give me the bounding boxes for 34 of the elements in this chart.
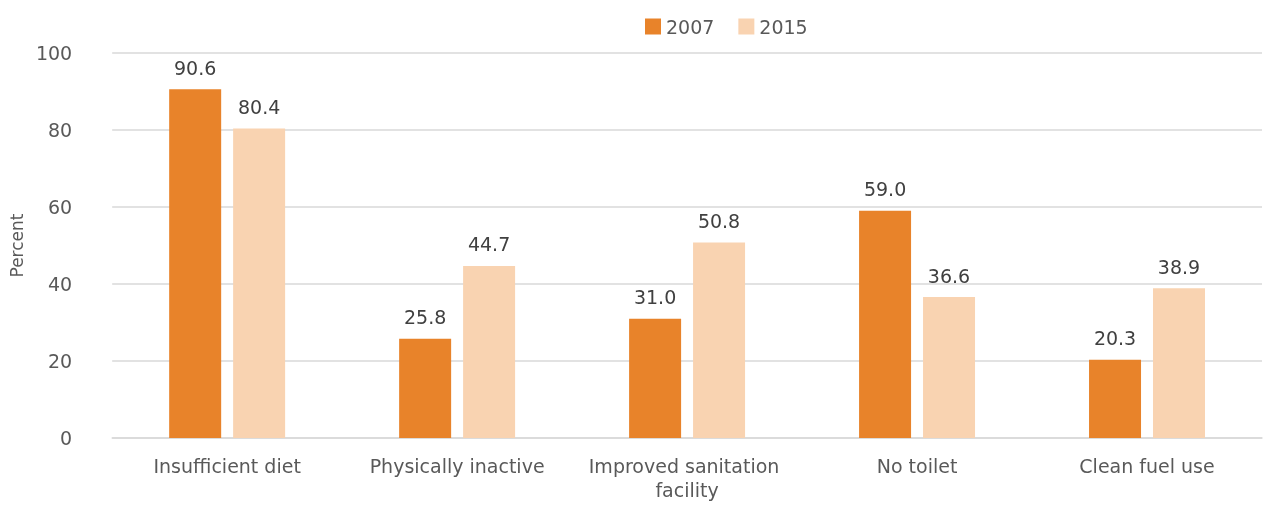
data-label: 36.6 (927, 264, 971, 287)
bar (629, 318, 682, 438)
data-label: 80.4 (237, 95, 281, 118)
x-tick-label: No toilet (876, 455, 958, 477)
data-label: 50.8 (697, 209, 741, 232)
bar (693, 242, 746, 438)
y-tick-label: 40 (47, 273, 73, 295)
data-label: 20.3 (1093, 327, 1137, 350)
bar (1153, 288, 1205, 438)
y-tick-label: 80 (47, 119, 73, 141)
x-tick-label: Clean fuel use (1079, 455, 1215, 477)
data-label: 38.9 (1157, 255, 1201, 278)
bar (399, 338, 452, 438)
data-label: 90.6 (174, 56, 217, 79)
data-label: 25.8 (403, 306, 447, 329)
y-axis-title: Percent (6, 213, 27, 278)
y-tick-label: 60 (47, 196, 73, 218)
data-label: 44.7 (467, 233, 511, 256)
bar (923, 297, 976, 438)
bar (1089, 359, 1142, 438)
data-label: 31.0 (633, 286, 677, 309)
y-tick-label: 20 (47, 350, 73, 372)
bar (233, 128, 286, 438)
x-tick-label: Improved sanitation facility (588, 455, 786, 501)
bar (463, 265, 516, 438)
x-tick-label: Physically inactive (369, 455, 545, 477)
bar (169, 89, 222, 438)
legend-label: 2007 (666, 15, 715, 38)
y-tick-label: 100 (35, 42, 73, 64)
bar (859, 210, 912, 438)
y-tick-label: 0 (60, 427, 73, 449)
data-label: 59.0 (863, 178, 907, 201)
legend-label: 2015 (759, 15, 808, 38)
x-tick-label: Insufficient diet (153, 455, 301, 477)
